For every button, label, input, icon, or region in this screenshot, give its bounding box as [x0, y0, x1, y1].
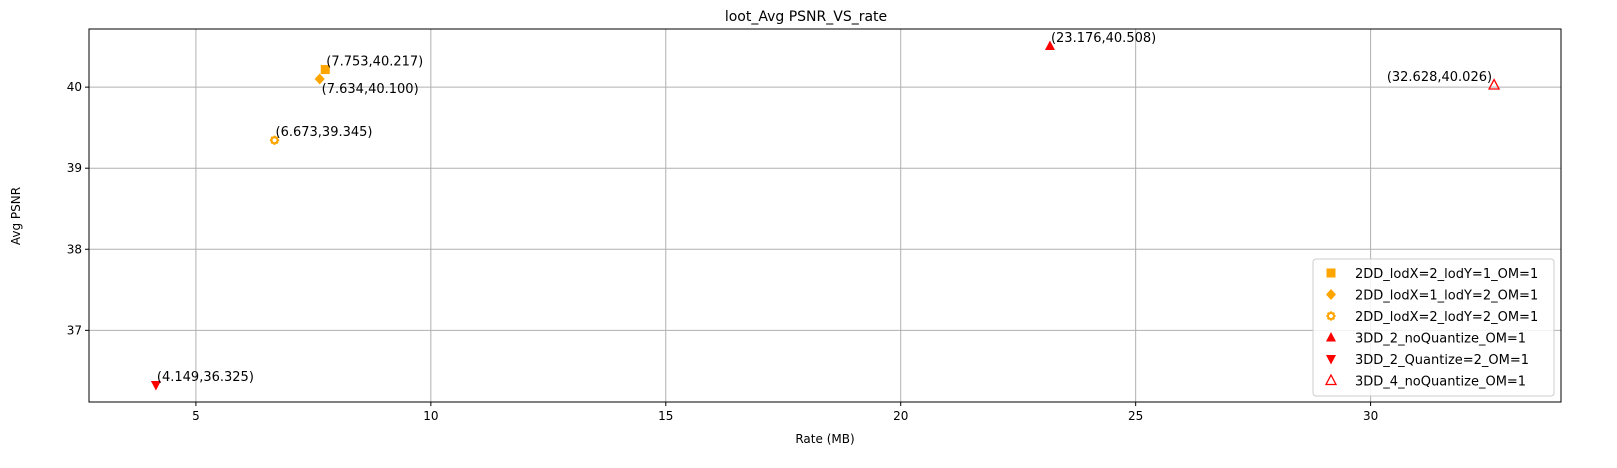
legend-label: 2DD_lodX=1_lodY=2_OM=1	[1355, 289, 1538, 304]
chart-title: loot_Avg PSNR_VS_rate	[725, 9, 887, 25]
gear-ring	[1327, 312, 1335, 320]
x-tick-label: 25	[1128, 409, 1143, 423]
x-axis-label: Rate (MB)	[795, 432, 854, 446]
plot-frame	[88, 28, 1562, 403]
x-tick-label: 5	[192, 409, 200, 423]
point-label: (7.634,40.100)	[322, 82, 419, 97]
legend-label: 3DD_4_noQuantize_OM=1	[1355, 375, 1526, 390]
legend-diamond-marker	[1326, 289, 1336, 300]
data-point-gear-marker	[269, 135, 280, 145]
y-tick-label: 37	[67, 323, 82, 337]
gear-hole	[1329, 314, 1333, 318]
data-point-triangle-up-marker	[1488, 78, 1501, 90]
data-point-triangle-up-marker	[1044, 40, 1055, 50]
legend-triangle-down-marker	[1326, 355, 1336, 365]
y-tick-label: 39	[67, 161, 82, 175]
legend: 2DD_lodX=2_lodY=1_OM=1 2DD_lodX=1_lodY=2_…	[1312, 258, 1555, 397]
legend-entry: 3DD_4_noQuantize_OM=1	[1324, 373, 1526, 390]
x-tick-label: 10	[423, 409, 438, 423]
legend-triangle-up-marker	[1324, 373, 1338, 386]
legend-entry: 3DD_2_noQuantize_OM=1	[1326, 332, 1526, 347]
legend-entry: 2DD_lodX=1_lodY=2_OM=1	[1326, 289, 1538, 304]
y-axis-ticks: 37 38 39 40	[67, 80, 89, 337]
data-point-diamond-marker	[314, 73, 325, 85]
legend-label: 3DD_2_Quantize=2_OM=1	[1355, 353, 1529, 368]
legend-label: 2DD_lodX=2_lodY=2_OM=1	[1355, 310, 1538, 325]
point-label: (32.628,40.026)	[1387, 70, 1492, 85]
legend-square-marker	[1326, 268, 1336, 278]
point-labels: (7.753,40.217) (7.634,40.100) (6.673,39.34…	[157, 31, 1492, 385]
legend-entry: 2DD_lodX=2_lodY=1_OM=1	[1326, 267, 1538, 282]
legend-label: 3DD_2_noQuantize_OM=1	[1355, 332, 1526, 347]
data-point-triangle-down-marker	[150, 381, 161, 391]
point-label: (7.753,40.217)	[326, 55, 423, 70]
legend-triangle-up-marker	[1326, 332, 1336, 342]
y-axis-label: Avg PSNR	[9, 187, 23, 245]
x-tick-label: 30	[1363, 409, 1378, 423]
x-tick-label: 15	[658, 409, 673, 423]
legend-gear-marker	[1326, 311, 1336, 321]
point-label: (4.149,36.325)	[157, 370, 254, 385]
legend-entry: 2DD_lodX=2_lodY=2_OM=1	[1326, 310, 1538, 325]
y-tick-label: 40	[67, 80, 82, 94]
data-point-square-marker	[320, 65, 330, 75]
x-axis-ticks: 5 10 15 20 25 30	[192, 402, 1378, 423]
gear-hole	[273, 138, 276, 142]
x-tick-label: 20	[893, 409, 908, 423]
gear-ring	[270, 136, 279, 144]
grid	[89, 29, 1561, 402]
point-label: (23.176,40.508)	[1051, 31, 1156, 46]
legend-label: 2DD_lodX=2_lodY=1_OM=1	[1355, 267, 1538, 282]
y-tick-label: 38	[67, 242, 82, 256]
data-points	[150, 40, 1501, 391]
point-label: (6.673,39.345)	[276, 125, 373, 140]
legend-box	[1312, 258, 1555, 397]
legend-entry: 3DD_2_Quantize=2_OM=1	[1326, 353, 1529, 368]
